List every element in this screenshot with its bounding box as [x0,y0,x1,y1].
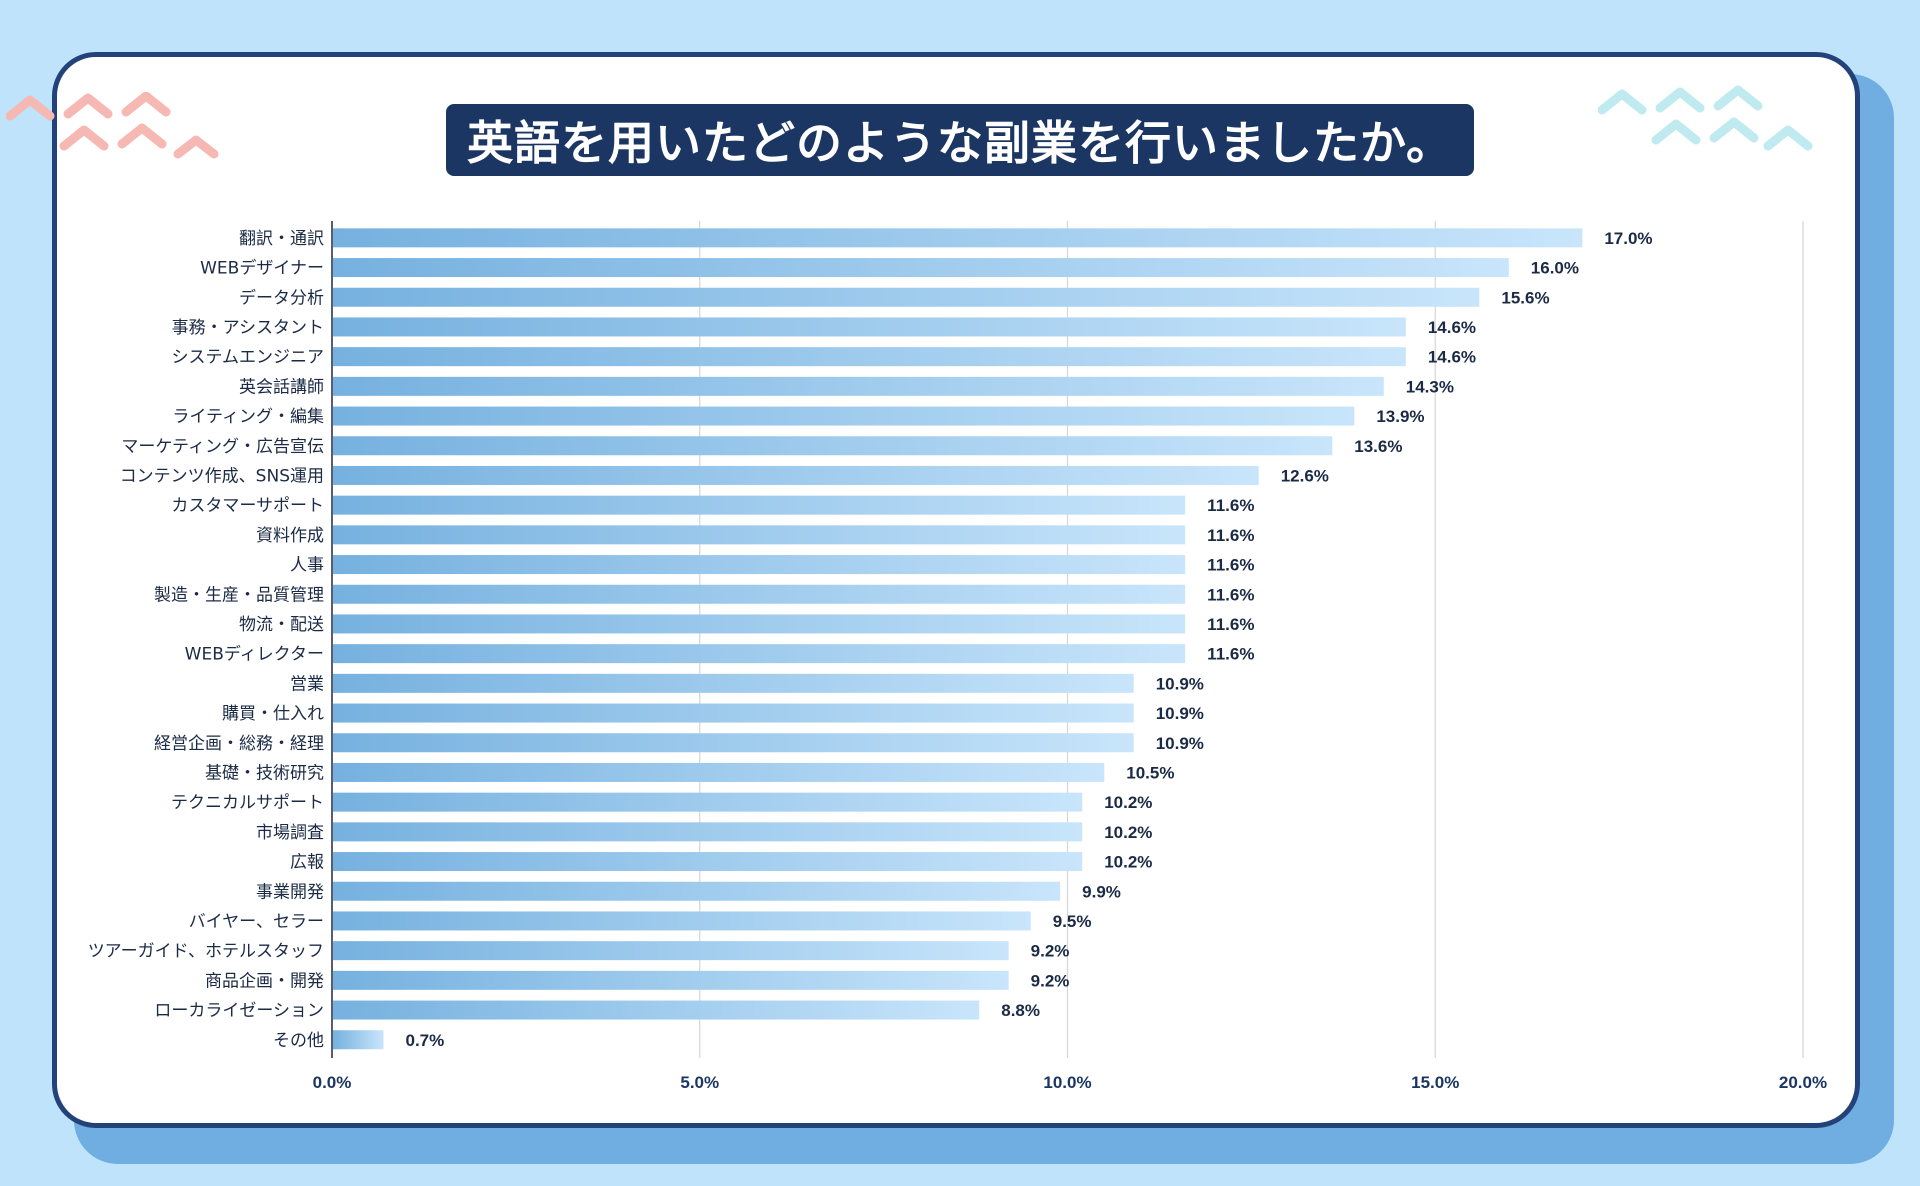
axes: 0.0% 5.0% 10.0% 15.0% 20.0% 翻訳・通訳 17.0% WEBデザイナ… [88,221,1827,1092]
data-label: 9.5% [1053,912,1092,931]
category-label: 物流・配送 [239,615,324,635]
bar [333,317,1406,337]
bar [333,258,1509,278]
data-label: 11.6% [1207,496,1254,515]
category-label: 製造・生産・品質管理 [154,585,324,605]
category-label: ライティング・編集 [172,407,324,427]
data-label: 11.6% [1207,556,1254,575]
data-label: 13.9% [1376,407,1424,426]
bar [333,822,1083,842]
data-label: 11.6% [1207,615,1254,634]
category-label: 基礎・技術研究 [205,763,324,783]
data-label: 10.9% [1156,704,1204,723]
data-label: 9.9% [1082,882,1121,901]
category-label: 事務・アシスタント [172,318,324,338]
data-label: 17.0% [1604,229,1652,248]
category-label: 翻訳・通訳 [239,229,324,249]
bars [333,228,1583,1050]
category-label: WEBディレクター [185,644,324,665]
bar [333,465,1259,485]
data-label: 14.6% [1428,318,1476,337]
data-label: 12.6% [1281,466,1329,485]
bar [333,970,1009,990]
bar [333,495,1186,515]
x-tick-label: 20.0% [1779,1073,1827,1092]
bar [333,228,1583,248]
category-label: コンテンツ作成、SNS運用 [120,466,324,486]
data-label: 16.0% [1531,259,1579,278]
bar [333,673,1134,693]
x-tick-label: 15.0% [1411,1073,1459,1092]
category-label: 英会話講師 [239,377,324,397]
gridlines [699,221,1804,1058]
category-label: マーケティング・広告宣伝 [121,437,324,457]
bar [333,555,1186,575]
category-label: その他 [273,1031,324,1051]
data-label: 9.2% [1031,942,1070,961]
data-label: 10.2% [1104,853,1152,872]
category-label: 市場調査 [256,823,324,843]
data-label: 10.2% [1104,793,1152,812]
data-label: 11.6% [1207,585,1254,604]
data-label: 10.5% [1126,763,1174,782]
x-tick-label: 10.0% [1043,1073,1091,1092]
data-label: 10.2% [1104,823,1152,842]
bar [333,703,1134,723]
category-label: 事業開発 [256,882,324,902]
cyan-wave-decoration [1598,85,1813,151]
category-label: 営業 [290,674,324,694]
bar [333,881,1061,901]
category-label: システムエンジニア [172,348,325,368]
bar [333,525,1186,545]
pink-wave-decoration [6,92,219,159]
bar [333,584,1186,604]
bar [333,852,1083,872]
data-label: 11.6% [1207,526,1254,545]
bar [333,911,1031,931]
bar [333,792,1083,812]
data-label: 15.6% [1501,288,1549,307]
data-label: 14.6% [1428,348,1476,367]
category-label: データ分析 [239,287,324,308]
category-label: 商品企画・開発 [205,971,324,991]
title-banner: 英語を用いたどのような副業を行いましたか。 [446,104,1474,176]
category-label: 人事 [290,556,324,576]
bar [333,347,1406,367]
bar [333,287,1480,307]
category-label: バイヤー、セラー [189,912,324,932]
data-label: 0.7% [405,1031,444,1050]
bar [333,644,1186,664]
bar [333,762,1105,782]
data-label: 10.9% [1156,734,1204,753]
category-label: ローカライゼーション [154,1001,324,1021]
data-label: 9.2% [1031,971,1070,990]
data-label: 11.6% [1207,645,1254,664]
bar [333,406,1355,426]
category-label: 購買・仕入れ [222,704,324,724]
data-label: 10.9% [1156,674,1204,693]
category-label: WEBデザイナー [200,258,324,279]
x-tick-label: 5.0% [680,1073,719,1092]
data-label: 14.3% [1406,377,1454,396]
category-label: 広報 [290,853,324,873]
bar [333,614,1186,634]
category-label: テクニカルサポート [171,793,324,813]
category-label: ツアーガイド、ホテルスタッフ [88,942,324,962]
x-tick-label: 0.0% [313,1073,352,1092]
data-label: 8.8% [1001,1001,1040,1020]
chart-title: 英語を用いたどのような副業を行いましたか。 [466,116,1454,170]
category-label: 資料作成 [256,526,324,546]
data-label: 13.6% [1354,437,1402,456]
bar [333,376,1384,396]
category-label: 経営企画・総務・経理 [154,734,324,754]
bar [333,1030,384,1050]
bar [333,436,1333,456]
bar [333,941,1009,961]
category-label: カスタマーサポート [171,496,324,516]
bar [333,1000,980,1020]
bar [333,733,1134,753]
